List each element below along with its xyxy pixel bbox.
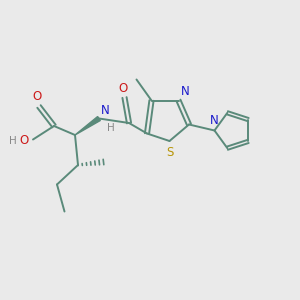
Text: N: N [181, 85, 190, 98]
Polygon shape [75, 116, 100, 135]
Text: N: N [210, 115, 219, 128]
Text: O: O [19, 134, 28, 148]
Text: O: O [32, 91, 41, 103]
Text: H: H [9, 136, 16, 146]
Text: O: O [118, 82, 127, 94]
Text: N: N [100, 104, 109, 117]
Text: H: H [106, 123, 114, 133]
Text: S: S [166, 146, 173, 159]
